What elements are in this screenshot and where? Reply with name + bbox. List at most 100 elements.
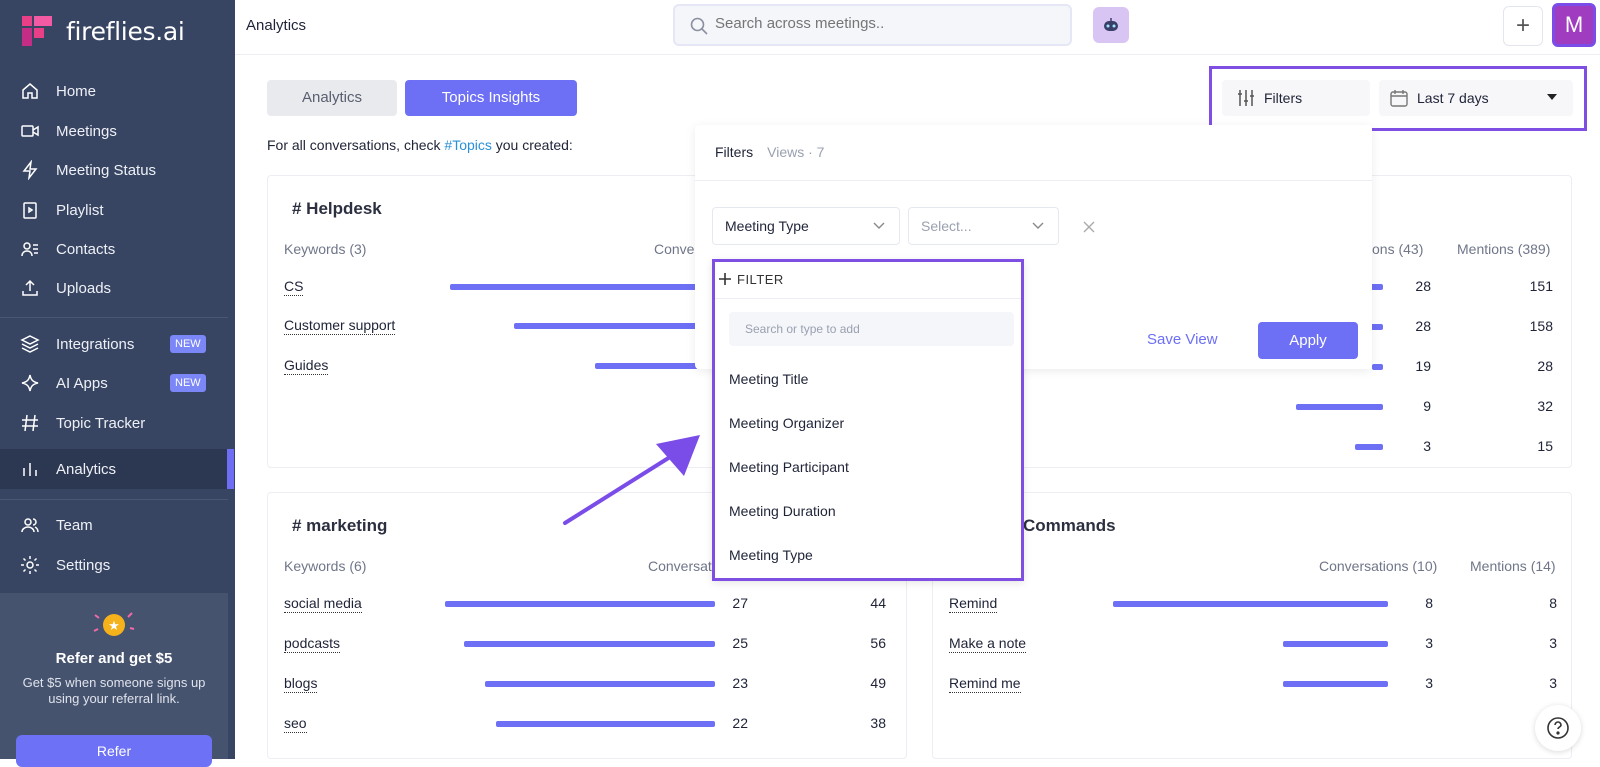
- sidebar-item-topic-tracker[interactable]: Topic Tracker: [0, 403, 228, 443]
- filter-option[interactable]: Meeting Organizer: [729, 415, 845, 431]
- plus-icon: +: [1515, 12, 1530, 39]
- help-button[interactable]: [1535, 705, 1581, 751]
- add-filter-label: FILTER: [737, 272, 784, 287]
- save-view-button[interactable]: Save View: [1147, 331, 1218, 348]
- plus-icon: [719, 273, 731, 285]
- filters-panel-tabs: Filters Views · 7: [715, 144, 824, 160]
- sidebar-item-contacts[interactable]: Contacts: [0, 229, 228, 269]
- topics-link[interactable]: #Topics: [444, 137, 492, 153]
- video-icon: [21, 125, 39, 137]
- mentions-count: 3: [1549, 635, 1557, 651]
- chevron-down-icon: [873, 222, 885, 229]
- remove-filter-icon[interactable]: [1083, 221, 1095, 233]
- upload-icon: [22, 279, 38, 296]
- coin-celebration-icon: ★: [93, 612, 135, 636]
- keyword-bar: [514, 323, 699, 329]
- refer-button[interactable]: Refer: [16, 735, 212, 767]
- conversations-count: 25: [732, 635, 748, 651]
- keyword-link[interactable]: Guides: [284, 357, 329, 375]
- filter-search-input[interactable]: Search or type to add: [729, 312, 1014, 346]
- sidebar-item-home[interactable]: Home: [0, 71, 228, 111]
- keyword-link[interactable]: seo: [284, 715, 307, 733]
- keyword-link[interactable]: social media: [284, 595, 362, 613]
- keyword-bar: [1296, 404, 1383, 410]
- tab-topics-insights[interactable]: Topics Insights: [405, 80, 577, 116]
- filter-option[interactable]: Meeting Participant: [729, 459, 849, 475]
- conversations-header: Conversations (10): [1319, 558, 1438, 574]
- hint-text: you created:: [491, 137, 573, 153]
- tab-analytics[interactable]: Analytics: [267, 80, 397, 116]
- keyword-bar: [1355, 444, 1383, 450]
- sidebar-item-team[interactable]: Team: [0, 505, 228, 545]
- sidebar-item-label: Settings: [56, 556, 111, 574]
- global-search[interactable]: [673, 4, 1072, 46]
- new-item-button[interactable]: +: [1503, 6, 1543, 46]
- keyword-bar: [595, 363, 699, 369]
- conversations-count: 3: [1423, 438, 1431, 454]
- keyword-link[interactable]: blogs: [284, 675, 318, 693]
- topic-title: # Helpdesk: [292, 199, 382, 218]
- sidebar-item-ai-apps[interactable]: AI Apps NEW: [0, 363, 228, 403]
- keyword-link[interactable]: Make a note: [949, 635, 1027, 653]
- filter-field-select[interactable]: Meeting Type: [712, 207, 900, 245]
- filter-value-select[interactable]: Select...: [908, 207, 1059, 245]
- sidebar-item-integrations[interactable]: Integrations NEW: [0, 324, 228, 364]
- keyword-bar: [1372, 364, 1383, 370]
- mentions-count: 32: [1537, 398, 1553, 414]
- sidebar-item-label: Meetings: [56, 122, 117, 140]
- search-input[interactable]: [715, 15, 1055, 32]
- apply-button[interactable]: Apply: [1258, 322, 1358, 359]
- add-filter-dropdown: FILTER Search or type to add Meeting Tit…: [712, 259, 1024, 581]
- sidebar-divider: [0, 317, 228, 318]
- sidebar-item-label: Team: [56, 516, 93, 534]
- filter-option[interactable]: Meeting Title: [729, 371, 809, 387]
- add-filter-button[interactable]: FILTER: [719, 272, 784, 287]
- referral-title: Refer and get $5: [55, 650, 173, 667]
- assistant-bot-button[interactable]: [1093, 7, 1129, 43]
- keyword-link[interactable]: Customer support: [284, 317, 396, 335]
- topic-card-commands: Commands Conversations (10) Mentions (14…: [932, 492, 1572, 759]
- mentions-count: 28: [1537, 358, 1553, 374]
- filter-option[interactable]: Meeting Type: [729, 547, 813, 563]
- user-avatar[interactable]: M: [1552, 3, 1596, 47]
- sidebar-item-label: Analytics: [56, 460, 117, 478]
- conversations-count: 28: [1415, 278, 1431, 294]
- filters-button[interactable]: Filters: [1222, 80, 1370, 116]
- filter-value-placeholder: Select...: [921, 218, 972, 234]
- sidebar-item-uploads[interactable]: Uploads: [0, 268, 228, 308]
- gear-icon: [21, 556, 39, 574]
- conversations-count: 28: [1415, 318, 1431, 334]
- fireflies-logo-icon: [22, 16, 52, 46]
- conversations-count: 22: [732, 715, 748, 731]
- conversations-header: Conversat: [648, 558, 712, 574]
- calendar-icon: [1390, 90, 1408, 107]
- conversations-count: 3: [1425, 675, 1433, 691]
- sidebar-item-playlist[interactable]: Playlist: [0, 190, 228, 230]
- filters-label: Filters: [1264, 90, 1303, 106]
- hint-text: For all conversations, check: [267, 137, 445, 153]
- filter-option[interactable]: Meeting Duration: [729, 503, 836, 519]
- mentions-count: 158: [1529, 318, 1553, 334]
- keyword-bar: [485, 681, 715, 687]
- tab-views[interactable]: Views · 7: [767, 144, 825, 160]
- sidebar-item-analytics[interactable]: Analytics: [0, 449, 234, 489]
- keyword-bar: [1283, 641, 1388, 647]
- sliders-icon: [1238, 90, 1254, 106]
- brand-logo[interactable]: fireflies.ai: [20, 14, 185, 48]
- sidebar-item-meeting-status[interactable]: Meeting Status: [0, 150, 228, 190]
- date-range-select[interactable]: Last 7 days: [1379, 80, 1573, 116]
- keyword-link[interactable]: Remind: [949, 595, 998, 613]
- keyword-link[interactable]: Remind me: [949, 675, 1021, 693]
- mentions-header: Mentions (389): [1457, 241, 1551, 257]
- new-badge: NEW: [170, 335, 206, 353]
- sidebar-item-meetings[interactable]: Meetings: [0, 111, 228, 151]
- dropdown-divider: [715, 298, 1021, 299]
- mentions-count: 8: [1549, 595, 1557, 611]
- tab-filters[interactable]: Filters: [715, 144, 754, 160]
- sidebar-item-settings[interactable]: Settings: [0, 545, 228, 585]
- keyword-link[interactable]: CS: [284, 278, 304, 296]
- mentions-count: 151: [1529, 278, 1553, 294]
- hash-icon: [22, 414, 38, 432]
- question-icon: [1547, 717, 1569, 739]
- keyword-link[interactable]: podcasts: [284, 635, 341, 653]
